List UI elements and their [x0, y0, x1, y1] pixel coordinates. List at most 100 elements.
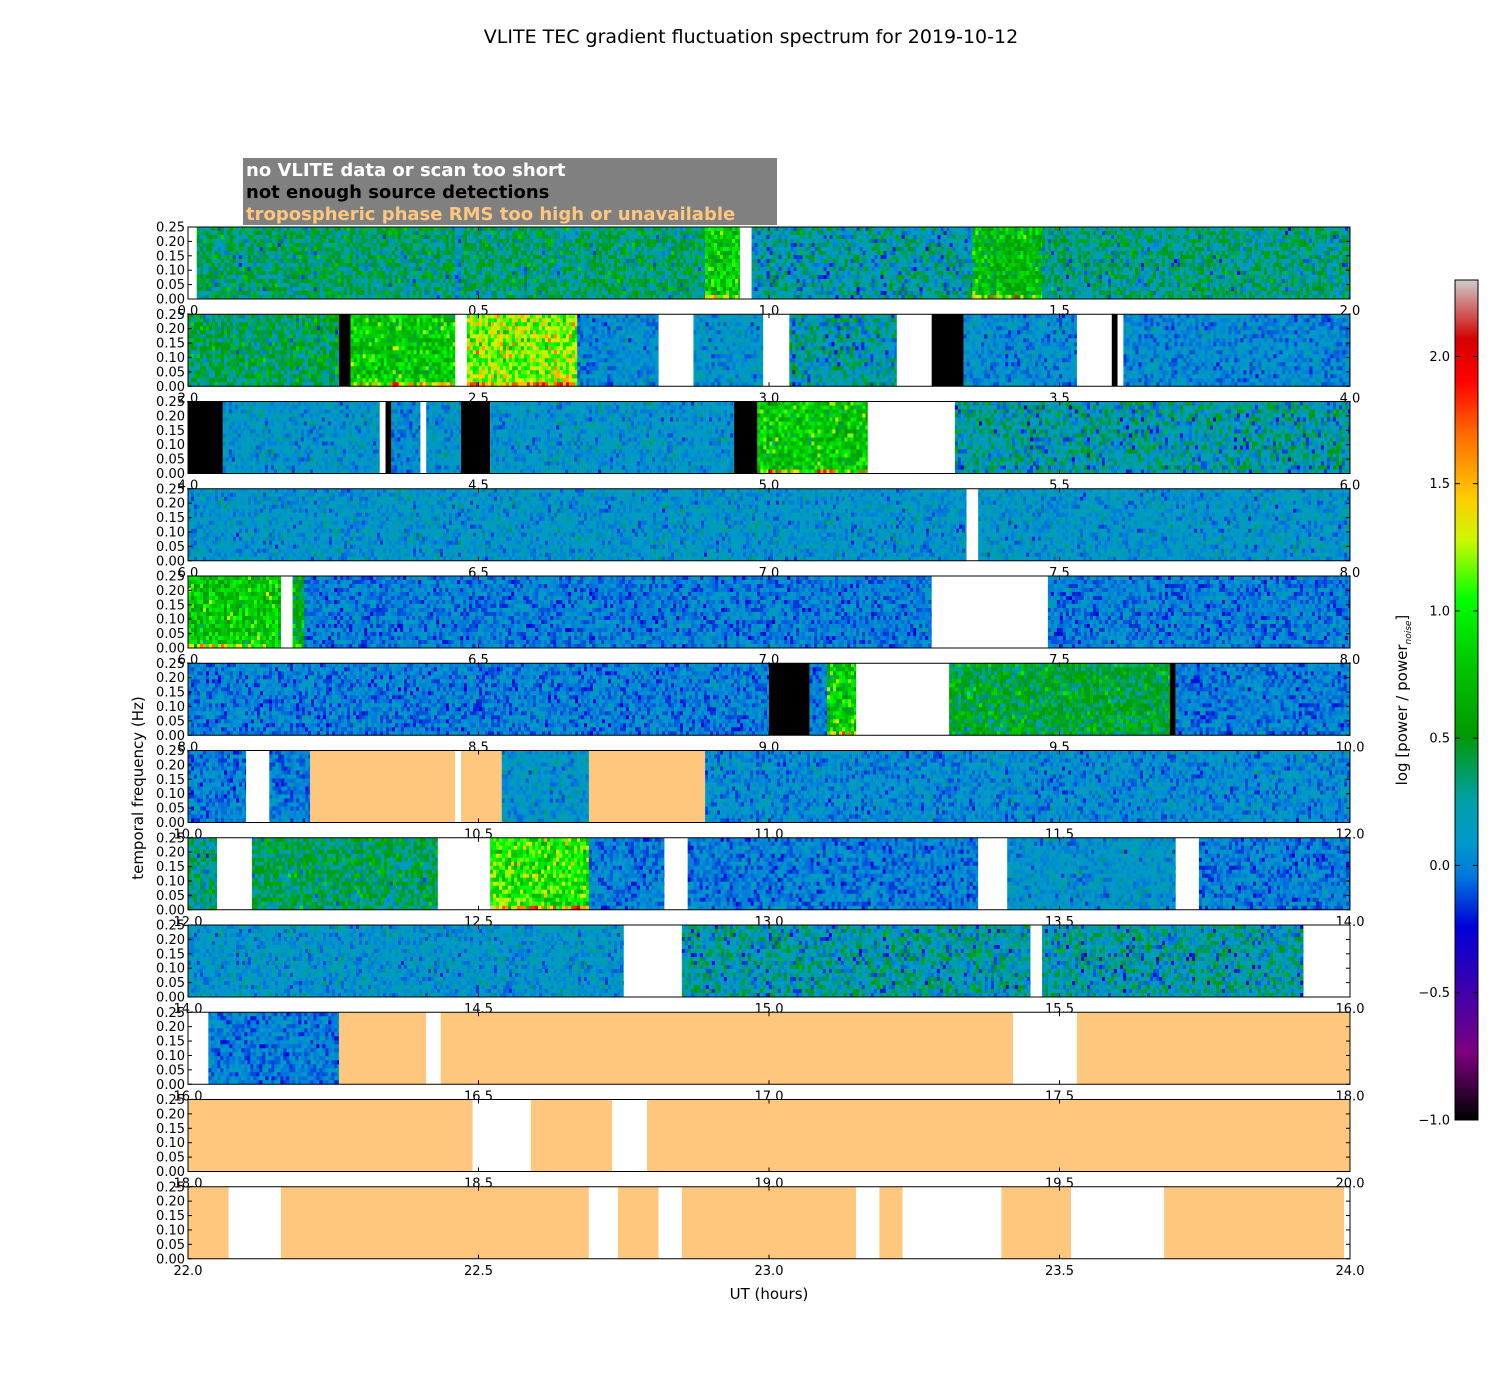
y-tick-label: 0.15	[156, 249, 185, 264]
colorbar-tick-label: 2.0	[1429, 350, 1450, 365]
spectrum-panel: 0.000.050.100.150.200.258.0 8.5 9.0 9.5 10.0	[156, 657, 1364, 756]
spectrum-block	[978, 489, 1350, 561]
spectrum-block	[1042, 925, 1304, 997]
y-tick-label: 0.15	[156, 860, 185, 875]
y-tick-label: 0.20	[156, 1107, 185, 1122]
low-detections-block	[339, 314, 351, 386]
spectrum-block	[1048, 576, 1350, 648]
y-tick-label: 0.10	[156, 962, 185, 977]
low-detections-block	[932, 314, 964, 386]
x-tick-label: 24.0	[1336, 1264, 1365, 1279]
y-tick-label: 0.05	[156, 365, 185, 380]
no-data-block	[281, 576, 293, 648]
colorbar-tick-label: 1.0	[1429, 604, 1450, 619]
tropo-high-block	[281, 1187, 589, 1259]
tropo-high-block	[589, 751, 705, 823]
y-tick-label: 0.05	[156, 889, 185, 904]
spectrum-block	[705, 227, 740, 299]
y-tick-label: 0.20	[156, 497, 185, 512]
no-data-block	[1013, 1012, 1077, 1084]
y-tick-label: 0.25	[156, 657, 185, 672]
y-tick-label: 0.20	[156, 409, 185, 424]
spectrum-block	[682, 925, 1031, 997]
spectrum-block	[949, 663, 1170, 735]
y-tick-label: 0.25	[156, 395, 185, 410]
low-detections-block	[1170, 663, 1176, 735]
y-tick-label: 0.20	[156, 933, 185, 948]
spectrum-block	[955, 402, 1350, 474]
spectrum-block	[208, 1012, 339, 1084]
low-detections-block	[461, 402, 490, 474]
spectrum-block	[197, 227, 456, 299]
spectrum-block	[1042, 227, 1350, 299]
spectrum-panel: 0.000.050.100.150.200.250.0 0.5 1.0 1.5 2.0	[156, 221, 1360, 320]
tropo-high-block	[339, 1012, 426, 1084]
spectrum-block	[502, 751, 589, 823]
y-axis-label: temporal frequency (Hz)	[129, 696, 147, 880]
spectrum-panel: 0.000.050.100.150.200.254.0 4.5 5.0 5.5 6.0	[156, 395, 1360, 494]
y-tick-label: 0.10	[156, 700, 185, 715]
y-tick-label: 0.20	[156, 235, 185, 250]
spectrum-panel: 0.000.050.100.150.200.256.0 6.5 7.0 7.5 8.0	[156, 570, 1360, 669]
spectrum-block	[789, 314, 897, 386]
no-data-block	[1118, 314, 1124, 386]
tropo-high-block	[441, 1012, 1013, 1084]
no-data-block	[1344, 1187, 1350, 1259]
spectrum-block	[188, 838, 217, 910]
no-data-block	[1176, 838, 1199, 910]
spectrum-block	[490, 402, 734, 474]
y-tick-label: 0.05	[156, 976, 185, 991]
spectrum-block	[964, 314, 979, 386]
spectrum-block	[827, 663, 856, 735]
colorbar-tick-label: 0.0	[1429, 859, 1450, 874]
x-tick-label: 22.0	[174, 1264, 203, 1279]
y-tick-label: 0.25	[156, 1093, 185, 1108]
tropo-high-block	[188, 1100, 473, 1172]
no-data-block	[420, 402, 426, 474]
tropo-high-block	[1164, 1187, 1344, 1259]
spectrum-block	[1199, 838, 1350, 910]
y-tick-label: 0.20	[156, 846, 185, 861]
colorbar-tick-label: 1.5	[1429, 477, 1450, 492]
spectrum-block	[589, 838, 665, 910]
y-tick-label: 0.10	[156, 1049, 185, 1064]
no-data-block	[967, 489, 979, 561]
y-tick-label: 0.15	[156, 947, 185, 962]
y-tick-label: 0.05	[156, 1151, 185, 1166]
spectrum-block	[693, 314, 763, 386]
y-tick-label: 0.25	[156, 570, 185, 585]
no-data-block	[455, 751, 461, 823]
spectrum-block	[1176, 663, 1351, 735]
tropo-high-block	[879, 1187, 902, 1259]
x-tick-label: 22.5	[464, 1264, 493, 1279]
no-data-block	[659, 1187, 682, 1259]
no-data-block	[589, 1187, 618, 1259]
spectrum-block	[188, 751, 246, 823]
tropo-high-block	[188, 1187, 229, 1259]
colorbar-label: log [power / powernoise]	[1393, 615, 1414, 786]
tropo-high-block	[461, 751, 502, 823]
y-tick-label: 0.10	[156, 1223, 185, 1238]
spectrum-block	[810, 663, 828, 735]
x-tick-label: 23.5	[1045, 1264, 1074, 1279]
tropo-high-block	[618, 1187, 659, 1259]
low-detections-block	[386, 402, 392, 474]
spectrum-block	[293, 576, 305, 648]
y-tick-label: 0.20	[156, 671, 185, 686]
y-tick-label: 0.25	[156, 919, 185, 934]
spectrum-block	[188, 925, 624, 997]
y-tick-label: 0.25	[156, 1180, 185, 1195]
spectrum-panel: 0.000.050.100.150.200.252.0 2.5 3.0 3.5 4.0	[156, 308, 1360, 407]
spectrum-block	[972, 227, 1042, 299]
spectrum-block	[188, 663, 769, 735]
colorbar-gradient	[1455, 280, 1478, 1120]
spectrum-block	[490, 838, 589, 910]
colorbar-tick-label: −1.0	[1418, 1114, 1450, 1129]
spectrum-block	[752, 227, 973, 299]
spectrum-block	[978, 314, 1077, 386]
y-tick-label: 0.10	[156, 525, 185, 540]
no-data-block	[188, 1012, 208, 1084]
y-tick-label: 0.20	[156, 322, 185, 337]
